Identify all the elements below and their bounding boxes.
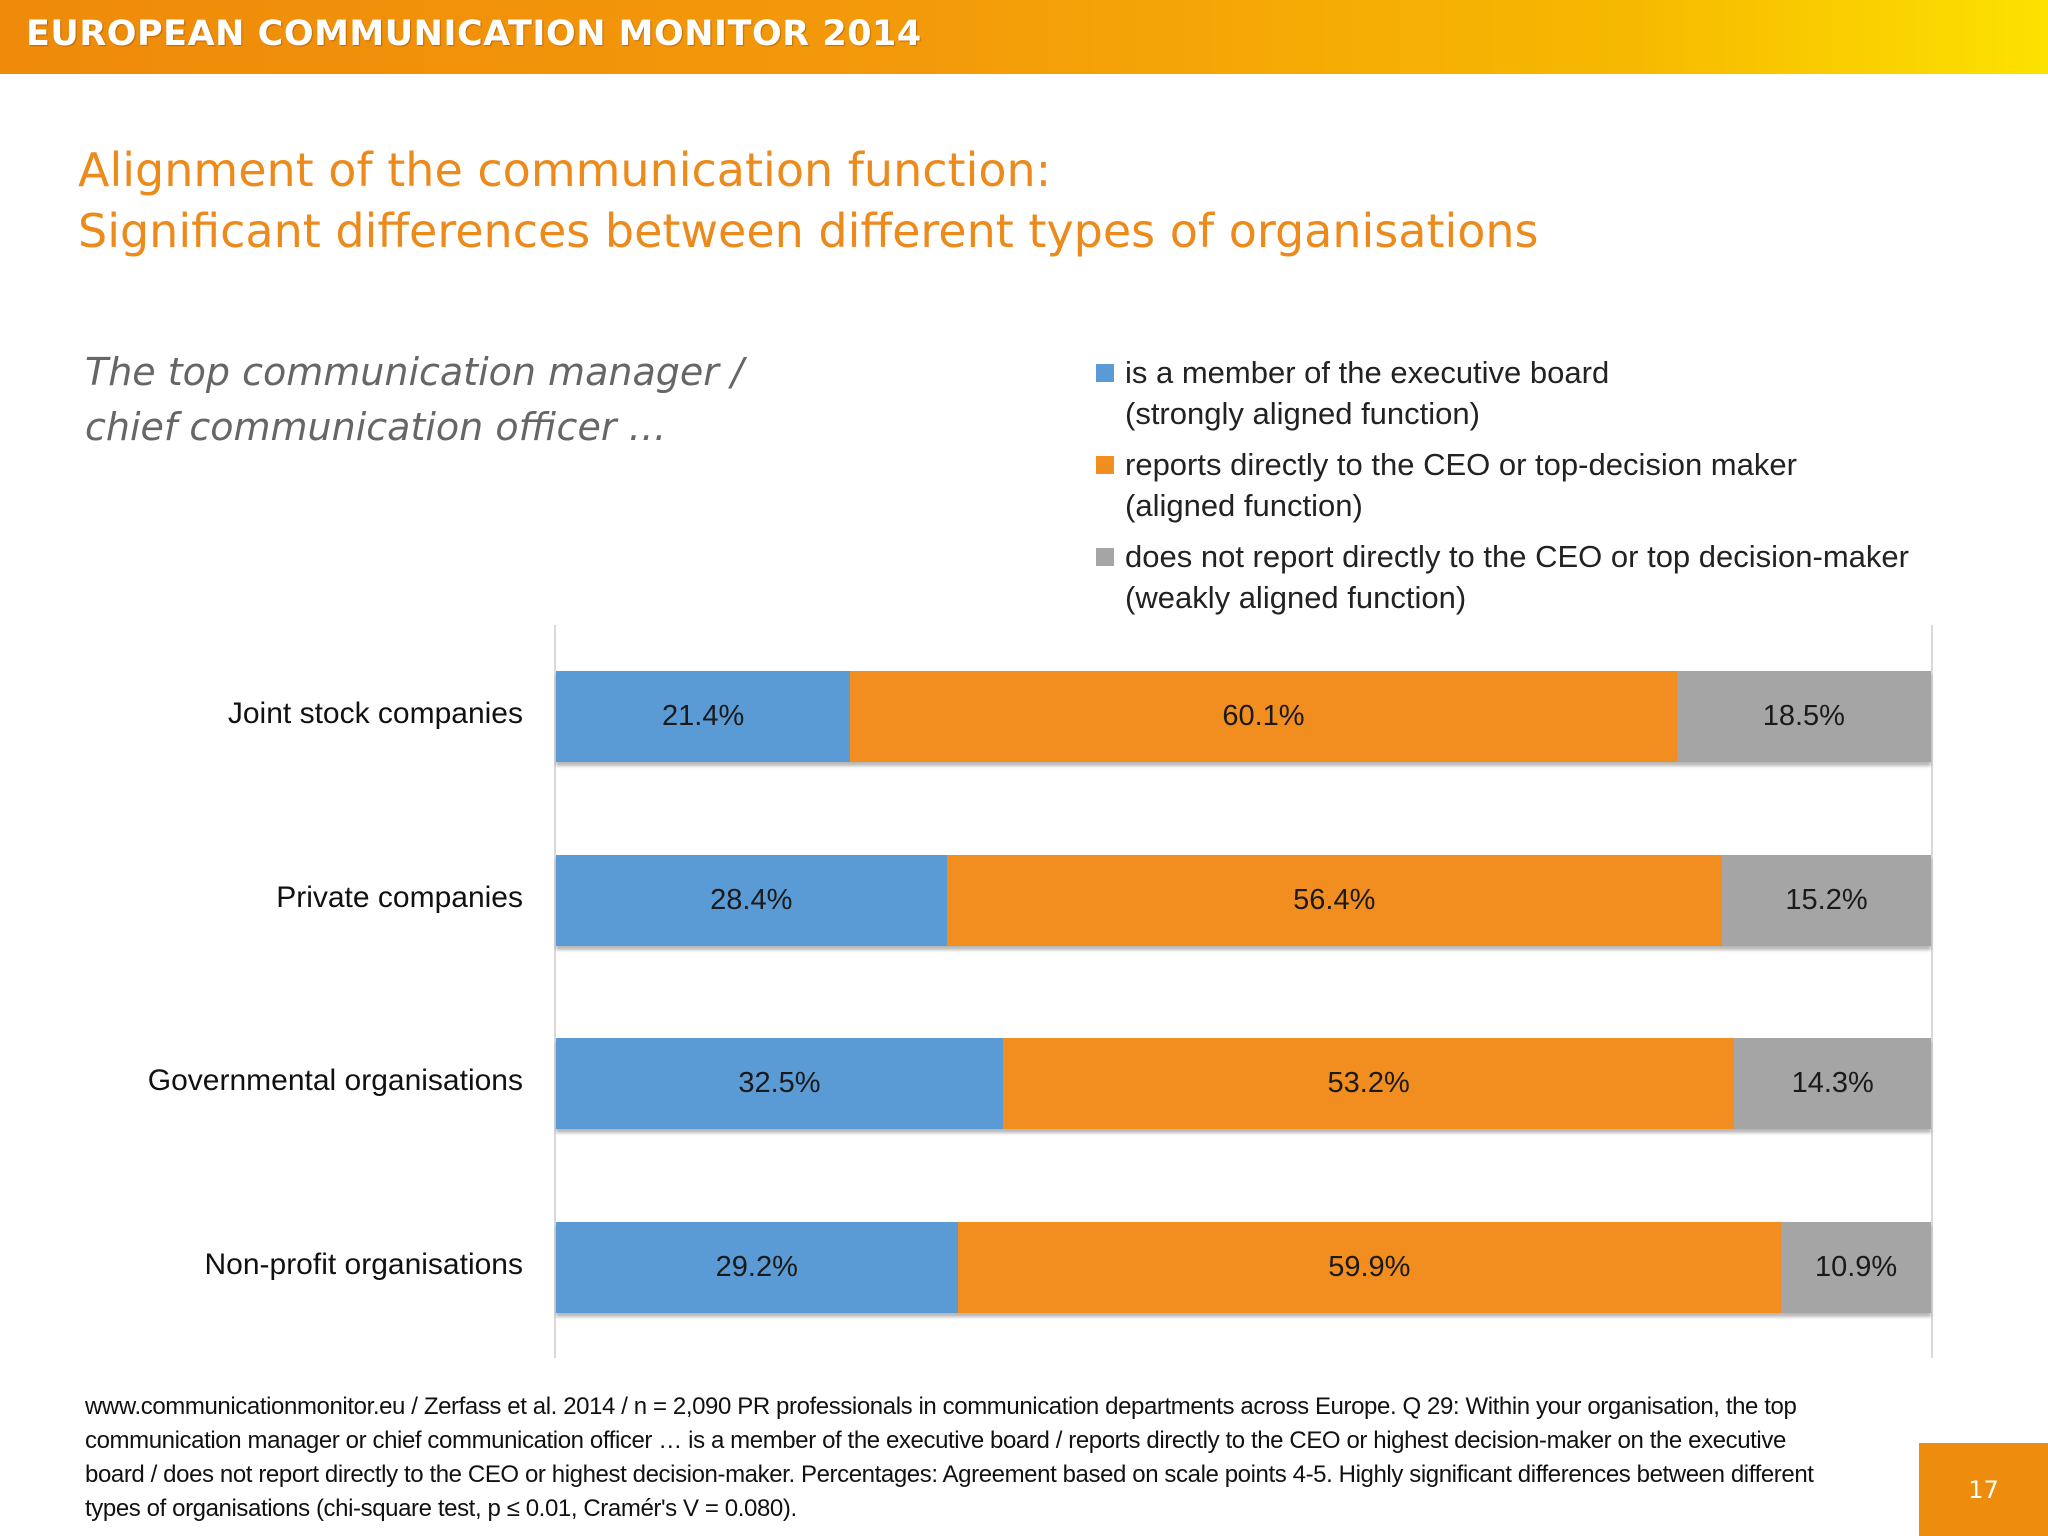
category-label: Private companies	[276, 880, 523, 914]
bar-row: 32.5% 53.2% 14.3%	[556, 1038, 1931, 1129]
data-label: 32.5%	[738, 1067, 821, 1099]
bar-segment-weak: 10.9%	[1781, 1221, 1931, 1313]
header-title: EUROPEAN COMMUNICATION MONITOR 2014	[26, 14, 922, 54]
category-label: Non-profit organisations	[204, 1247, 523, 1281]
slide-title: Alignment of the communication function:…	[78, 140, 1539, 262]
bar-segment-aligned: 59.9%	[957, 1221, 1782, 1313]
bar-segment-aligned: 53.2%	[1002, 1038, 1735, 1129]
data-label: 56.4%	[1293, 883, 1376, 916]
data-label: 28.4%	[710, 883, 793, 916]
chart-right-border	[1931, 625, 1933, 1358]
subtitle-line1: The top communication manager /	[85, 350, 744, 394]
data-label: 59.9%	[1328, 1250, 1411, 1283]
data-label: 18.5%	[1762, 700, 1845, 732]
legend-label-weak: does not report directly to the CEO or t…	[1125, 539, 1909, 615]
bar-segment-strong: 32.5%	[556, 1038, 1003, 1129]
legend-label-aligned: reports directly to the CEO or top-decis…	[1125, 447, 1797, 523]
page-number: 17	[1919, 1443, 2048, 1536]
category-label: Joint stock companies	[227, 697, 523, 730]
bar-segment-weak: 18.5%	[1676, 671, 1931, 762]
bar-row: 21.4% 60.1% 18.5%	[556, 671, 1931, 762]
subtitle-line2: chief communication officer …	[85, 405, 667, 449]
legend-swatch-aligned	[1096, 456, 1114, 474]
data-label: 29.2%	[715, 1250, 798, 1283]
bar-segment-aligned: 60.1%	[850, 671, 1677, 762]
data-label: 10.9%	[1814, 1250, 1898, 1283]
data-label: 53.2%	[1327, 1067, 1410, 1099]
chart-legend: is a member of the executive board (stro…	[1096, 352, 1909, 628]
footnote: www.communicationmonitor.eu / Zerfass et…	[85, 1393, 1814, 1522]
header-bar: EUROPEAN COMMUNICATION MONITOR 2014	[0, 0, 2048, 74]
bar-segment-strong: 29.2%	[556, 1221, 958, 1313]
data-label: 60.1%	[1222, 700, 1305, 732]
bar-segment-aligned: 56.4%	[946, 854, 1722, 946]
chart-left-border	[554, 625, 556, 1358]
legend-item-strong: is a member of the executive board (stro…	[1096, 352, 1909, 434]
bar-segment-strong: 21.4%	[556, 671, 851, 762]
category-label: Governmental organisations	[147, 1064, 523, 1097]
data-label: 15.2%	[1785, 883, 1868, 916]
legend-swatch-weak	[1096, 548, 1114, 566]
legend-item-weak: does not report directly to the CEO or t…	[1096, 536, 1909, 618]
bar-segment-weak: 15.2%	[1722, 854, 1931, 946]
legend-label-strong: is a member of the executive board (stro…	[1125, 355, 1610, 431]
legend-swatch-strong	[1096, 364, 1114, 382]
data-label: 21.4%	[662, 700, 745, 732]
chart-subtitle: The top communication manager / chief co…	[85, 345, 744, 455]
bar-segment-weak: 14.3%	[1734, 1038, 1931, 1129]
bar-row: 28.4% 56.4% 15.2%	[556, 854, 1931, 946]
data-label: 14.3%	[1791, 1067, 1874, 1099]
bar-segment-strong: 28.4%	[556, 854, 947, 946]
legend-item-aligned: reports directly to the CEO or top-decis…	[1096, 444, 1909, 526]
slide-title-line2: Significant differences between differen…	[78, 204, 1539, 258]
bar-row: 29.2% 59.9% 10.9%	[556, 1221, 1931, 1313]
slide-title-line1: Alignment of the communication function:	[78, 143, 1052, 197]
